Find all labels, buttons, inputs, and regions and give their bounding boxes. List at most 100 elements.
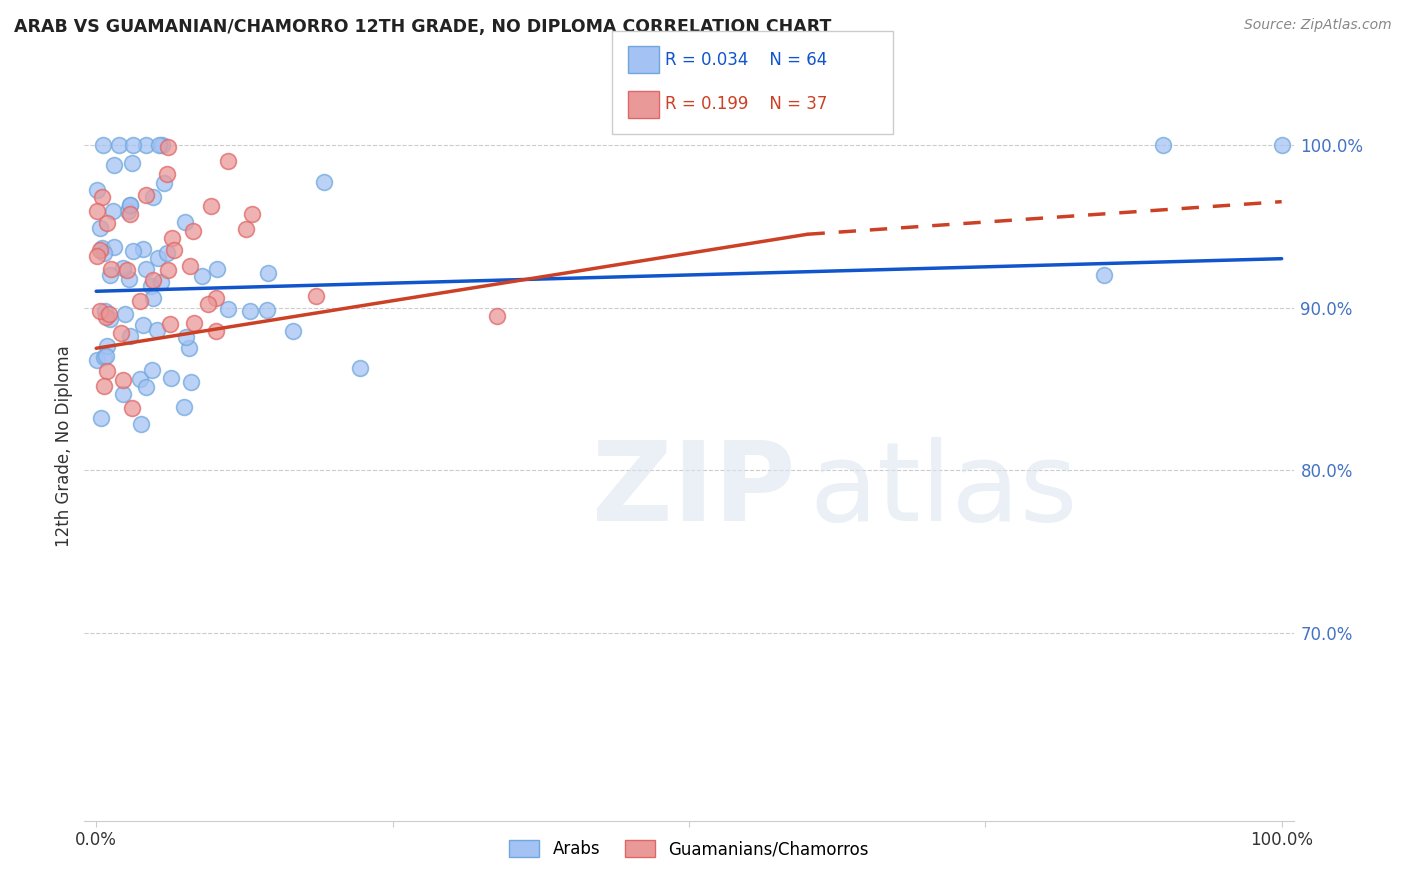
Text: ARAB VS GUAMANIAN/CHAMORRO 12TH GRADE, NO DIPLOMA CORRELATION CHART: ARAB VS GUAMANIAN/CHAMORRO 12TH GRADE, N… xyxy=(14,18,831,36)
Text: atlas: atlas xyxy=(810,437,1078,544)
Point xyxy=(205,262,228,277)
Point xyxy=(486,309,509,323)
Point xyxy=(240,207,263,221)
Point xyxy=(121,401,143,416)
Point xyxy=(1271,137,1294,152)
Y-axis label: 12th Grade, No Diploma: 12th Grade, No Diploma xyxy=(55,345,73,547)
Point xyxy=(256,303,278,318)
Point xyxy=(156,167,179,181)
Point xyxy=(93,350,115,364)
Point xyxy=(150,275,173,289)
Point xyxy=(91,137,114,152)
Point xyxy=(159,371,181,385)
Point xyxy=(200,199,222,213)
Point xyxy=(314,175,336,189)
Point xyxy=(305,289,328,303)
Point xyxy=(96,349,118,363)
Point xyxy=(135,380,157,394)
Point xyxy=(118,272,141,286)
Point xyxy=(90,411,112,425)
Point xyxy=(96,216,118,230)
Text: R = 0.034    N = 64: R = 0.034 N = 64 xyxy=(665,51,827,69)
Point xyxy=(153,176,176,190)
Legend: Arabs, Guamanians/Chamorros: Arabs, Guamanians/Chamorros xyxy=(502,833,876,864)
Point xyxy=(94,304,117,318)
Point xyxy=(114,307,136,321)
Point xyxy=(129,371,152,385)
Point xyxy=(148,137,170,152)
Point xyxy=(111,374,134,388)
Point xyxy=(142,291,165,305)
Point xyxy=(142,273,165,287)
Point xyxy=(111,260,134,275)
Point xyxy=(90,241,112,255)
Text: ZIP: ZIP xyxy=(592,437,796,544)
Point xyxy=(1152,137,1174,152)
Point xyxy=(179,259,201,273)
Point xyxy=(150,137,173,152)
Point xyxy=(159,317,181,331)
Point xyxy=(174,330,197,344)
Point xyxy=(217,153,239,168)
Point xyxy=(86,183,108,197)
Point xyxy=(157,140,180,154)
Point xyxy=(101,204,124,219)
Point xyxy=(146,252,169,266)
Point xyxy=(120,198,142,212)
Point xyxy=(120,329,142,343)
Point xyxy=(132,318,155,333)
Point xyxy=(179,341,201,355)
Point xyxy=(86,203,108,218)
Point xyxy=(120,207,142,221)
Point xyxy=(180,375,202,389)
Point xyxy=(86,352,108,367)
Point xyxy=(160,231,183,245)
Point xyxy=(98,312,121,326)
Point xyxy=(103,158,125,172)
Point xyxy=(142,190,165,204)
Point xyxy=(235,222,257,236)
Point xyxy=(93,378,115,392)
Point xyxy=(107,137,129,152)
Point xyxy=(157,262,180,277)
Point xyxy=(96,364,118,378)
Point xyxy=(205,291,228,305)
Point xyxy=(96,339,118,353)
Point xyxy=(115,263,138,277)
Point xyxy=(89,304,111,318)
Point xyxy=(103,240,125,254)
Point xyxy=(129,417,152,432)
Point xyxy=(204,324,226,338)
Point xyxy=(135,262,157,277)
Point xyxy=(141,363,163,377)
Point xyxy=(132,242,155,256)
Point xyxy=(86,249,108,263)
Point xyxy=(100,261,122,276)
Point xyxy=(98,268,121,282)
Point xyxy=(120,198,142,212)
Point xyxy=(110,326,132,340)
Point xyxy=(145,323,167,337)
Point xyxy=(156,246,179,260)
Point xyxy=(89,243,111,257)
Point xyxy=(217,301,239,316)
Point xyxy=(98,307,121,321)
Point xyxy=(91,190,114,204)
Point xyxy=(174,215,197,229)
Point xyxy=(122,137,145,152)
Point xyxy=(173,400,195,414)
Point xyxy=(117,204,139,219)
Point xyxy=(191,269,214,284)
Point xyxy=(94,310,117,324)
Text: Source: ZipAtlas.com: Source: ZipAtlas.com xyxy=(1244,18,1392,32)
Point xyxy=(163,244,186,258)
Point xyxy=(349,361,371,376)
Point xyxy=(183,224,205,238)
Point xyxy=(111,387,134,401)
Point xyxy=(128,293,150,308)
Point xyxy=(197,297,219,311)
Point xyxy=(239,304,262,318)
Point xyxy=(281,324,304,338)
Point xyxy=(135,137,157,152)
Point xyxy=(1092,268,1115,282)
